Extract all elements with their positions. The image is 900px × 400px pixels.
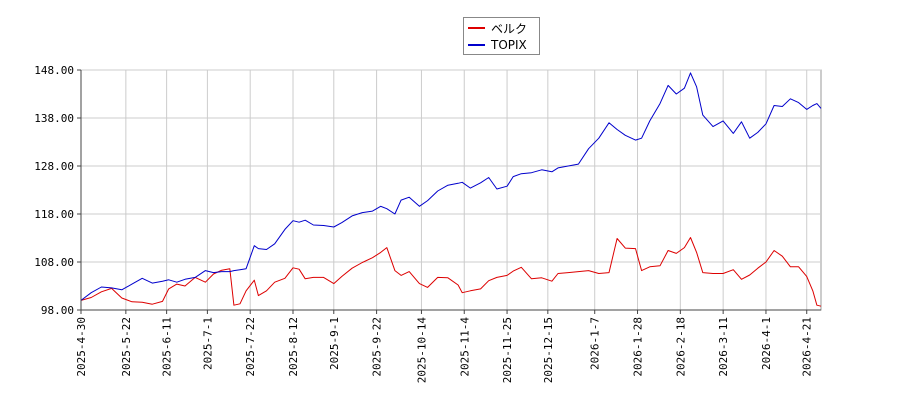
x-tick-label: 2025-9-22 (371, 317, 384, 377)
y-tick-label: 108.00 (34, 256, 74, 269)
x-tick-label: 2026-3-11 (717, 317, 730, 377)
y-tick-label: 138.00 (34, 112, 74, 125)
x-tick-label: 2025-7-22 (244, 317, 257, 377)
y-tick-label: 98.00 (41, 304, 74, 317)
x-tick-label: 2026-1-28 (632, 317, 645, 377)
series-line-berc (80, 237, 822, 307)
series-layer (80, 72, 822, 307)
legend-label-topix: TOPIX (491, 38, 527, 52)
x-tick-label: 2026-4-21 (801, 317, 814, 377)
x-tick-label: 2026-4-1 (760, 317, 773, 370)
legend-label-berc: ベルク (491, 21, 528, 36)
legend-entry-berc: ベルク (468, 20, 527, 36)
x-tick-label: 2025-10-14 (415, 317, 428, 384)
y-tick-label: 128.00 (34, 160, 74, 173)
grid-layer (80, 69, 822, 311)
y-tick-label: 148.00 (34, 64, 74, 77)
legend-swatch-topix (468, 44, 485, 46)
x-tick-label: 2025-11-4 (458, 317, 471, 377)
series-line-topix (80, 72, 822, 301)
x-tick-label: 2025-4-30 (75, 317, 88, 377)
x-tick-label: 2025-12-15 (542, 317, 555, 383)
x-tick-label: 2025-11-25 (501, 317, 514, 383)
plot-frame (80, 69, 822, 311)
x-tick-label: 2025-8-12 (287, 317, 300, 377)
x-tick-label: 2025-9-1 (328, 317, 341, 370)
legend-entry-topix: TOPIX (468, 37, 527, 53)
x-tick-label: 2026-1-7 (589, 317, 602, 370)
legend-swatch-berc (468, 27, 485, 29)
y-tick-label: 118.00 (34, 208, 74, 221)
axis-layer: 98.00 108.00 118.00 128.00 138.00 148.00 2025-… (34, 64, 821, 383)
x-tick-label: 2025-6-11 (161, 317, 174, 377)
x-tick-label: 2026-2-18 (674, 317, 687, 377)
x-tick-label: 2025-5-22 (120, 317, 133, 377)
chart-legend: ベルク TOPIX (463, 17, 540, 55)
x-tick-label: 2025-7-1 (201, 317, 214, 370)
